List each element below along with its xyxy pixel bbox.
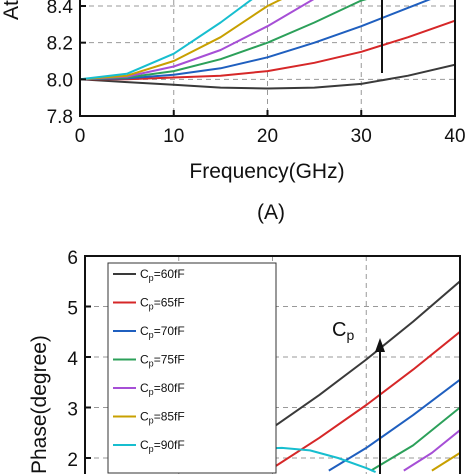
legend: Cp=60fF Cp=65fF Cp=70fF Cp=75fF Cp=80fF Cp=85… [107,262,277,474]
series-line-1 [80,19,455,81]
panel-a-ticks: 0 10 20 30 40 7.8 8.0 8.2 8.4 [47,0,466,147]
legend-label: Cp=65fF [140,296,185,312]
y-tick-label: 2 [67,450,78,471]
panel-a: 0 10 20 30 40 7.8 8.0 8.2 8.4 Atte Frequency(GHz… [0,0,466,224]
panel-a-xlabel: Frequency(GHz) [189,160,344,183]
legend-box [107,262,277,474]
series-line-2 [80,0,431,81]
legend-label: Cp=70fF [140,324,185,340]
y-tick-label: 7.8 [47,107,73,128]
series-line-1 [271,331,460,469]
legend-label: Cp=75fF [140,353,185,369]
panel-a-ylabel: Atte [0,0,23,20]
panel-b-ticks: 2 3 4 5 6 [67,248,91,471]
x-tick-label: 30 [351,126,372,147]
panel-b-ylabel: Phase(degree) [28,335,51,474]
legend-label: Cp=60fF [140,267,185,283]
series-line-4 [403,429,460,472]
panel-b-arrowhead [375,338,385,352]
y-tick-label: 4 [67,349,78,370]
panel-b-frame [84,255,461,474]
series-line-0 [80,63,455,90]
x-tick-label: 20 [257,126,278,147]
series-line-3 [370,406,460,472]
y-tick-label: 5 [67,299,78,320]
legend-label: Cp=90fF [140,438,185,454]
panel-a-series [80,0,455,90]
y-tick-label: 3 [67,400,78,421]
series-line-5 [80,0,283,81]
series-line-2 [328,378,460,472]
x-tick-label: 10 [163,126,184,147]
y-tick-label: 8.2 [47,34,73,55]
y-tick-label: 8.4 [47,0,74,18]
legend-label: Cp=80fF [140,381,185,397]
x-tick-label: 0 [75,126,86,147]
y-tick-label: 8.0 [47,70,73,91]
panel-a-label: (A) [257,201,285,224]
series-line-3 [80,0,367,81]
panel-b-arrow-label: Cp [332,319,354,343]
legend-label: Cp=85fF [140,410,185,426]
series-line-5 [431,452,460,472]
y-tick-label: 6 [67,248,78,269]
x-tick-label: 40 [444,126,465,147]
series-line-6 [80,0,253,81]
